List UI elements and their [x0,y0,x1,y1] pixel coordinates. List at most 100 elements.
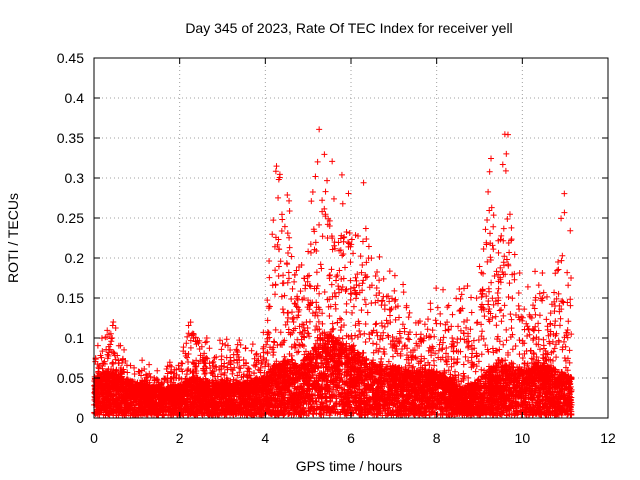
data-point [335,283,342,290]
data-point [479,328,486,335]
data-point [346,229,353,236]
data-point [362,225,369,232]
data-point [495,285,502,292]
data-point [565,282,572,289]
data-point [476,263,483,270]
data-point [206,345,213,352]
data-point [490,212,497,219]
data-point [504,215,511,222]
data-point [498,318,505,325]
data-point [218,346,225,353]
data-point [264,350,271,357]
data-point [131,364,138,371]
data-point [373,320,380,327]
data-point [501,302,508,309]
data-point [533,354,540,361]
data-point [490,223,497,230]
data-point [121,346,128,353]
data-point [503,150,510,157]
data-point [249,341,256,348]
data-point [362,320,369,327]
data-point [537,346,544,353]
data-point [300,333,307,340]
data-point [260,349,267,356]
data-point [306,272,313,279]
data-point [478,269,485,276]
data-point [536,312,543,319]
data-point [291,278,298,285]
data-point [540,342,547,349]
data-point [434,304,441,311]
data-point [319,320,326,327]
data-point [468,354,475,361]
data-point [498,232,505,239]
data-point [564,269,571,276]
data-point [313,247,320,254]
data-point [339,252,346,259]
data-point [316,326,323,333]
data-point [408,356,415,363]
data-point [360,179,367,186]
data-point [233,346,240,353]
data-point [565,318,572,325]
data-point [567,302,574,309]
data-point [475,336,482,343]
data-point [257,353,264,360]
data-point [555,290,562,297]
data-point [488,155,495,162]
data-point [494,289,501,296]
data-point [284,314,291,321]
data-point [349,309,356,316]
data-point [321,151,328,158]
data-point [372,321,379,328]
data-point [526,331,533,338]
data-point [493,322,500,329]
data-point [389,295,395,302]
data-point [221,369,228,376]
data-point [254,357,261,364]
data-point [236,363,243,370]
data-point [381,306,388,313]
data-point [304,278,311,285]
data-point [338,286,345,293]
data-point [224,342,231,349]
data-point [540,336,547,343]
data-point [567,227,574,234]
data-point [312,239,319,246]
data-point [507,311,514,318]
data-point [564,326,571,333]
data-point [406,309,413,316]
data-point [136,368,143,375]
data-point [279,216,286,223]
data-point [424,326,431,333]
data-point [319,310,326,317]
data-point [465,374,472,381]
data-point [325,215,332,222]
data-point [347,296,354,303]
data-point [506,211,513,218]
data-point [277,258,284,265]
data-point [407,349,414,356]
data-point [474,319,481,326]
data-point [285,249,292,256]
data-point [455,323,462,330]
data-point [445,367,452,374]
data-point [475,358,482,365]
data-point [551,345,558,352]
data-point [363,259,370,266]
data-point [421,321,428,328]
data-point [278,211,285,218]
data-point [558,298,565,305]
data-point [511,251,518,258]
data-point [265,329,272,336]
data-point [540,289,547,296]
data-point [307,241,314,248]
data-point [341,264,348,271]
data-point [491,272,498,279]
data-point [184,333,191,340]
data-point [413,331,420,338]
data-point [478,351,485,358]
data-point [543,293,550,300]
data-point [356,328,363,335]
data-point [400,281,407,288]
